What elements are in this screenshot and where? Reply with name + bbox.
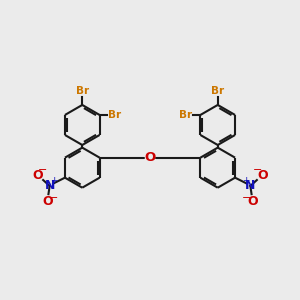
- Text: Br: Br: [179, 110, 192, 120]
- Text: Br: Br: [108, 110, 121, 120]
- Text: O: O: [257, 169, 268, 182]
- Text: Br: Br: [76, 85, 89, 95]
- Text: O: O: [42, 195, 52, 208]
- Text: −: −: [242, 193, 251, 203]
- Text: Br: Br: [211, 85, 224, 95]
- Text: −: −: [49, 193, 58, 203]
- Text: N: N: [245, 179, 256, 192]
- Text: O: O: [32, 169, 43, 182]
- Text: O: O: [144, 151, 156, 164]
- Text: O: O: [248, 195, 258, 208]
- Text: +: +: [50, 176, 58, 185]
- Text: −: −: [253, 165, 262, 175]
- Text: N: N: [44, 179, 55, 192]
- Text: −: −: [38, 165, 47, 175]
- Text: +: +: [242, 176, 250, 185]
